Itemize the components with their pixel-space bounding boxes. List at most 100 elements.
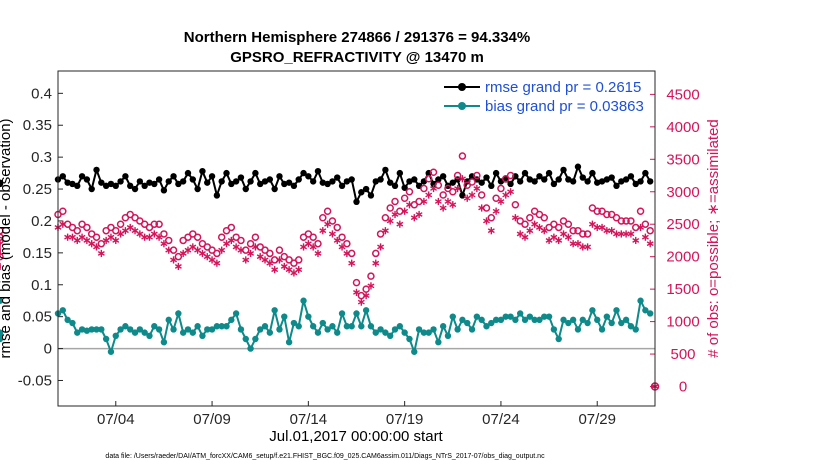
rmse-point: [632, 180, 639, 188]
series-0: [0, 163, 654, 206]
assimilated-obs-point: [372, 259, 380, 267]
assimilated-obs-stroke: [203, 254, 211, 260]
possible-obs-point: [617, 217, 626, 225]
assimilated-obs-stroke: [449, 202, 457, 208]
bias-point: [223, 323, 230, 330]
bias-point: [179, 329, 187, 336]
possible-obs-point: [521, 220, 529, 228]
rmse-point: [579, 174, 586, 181]
assimilated-obs-point: [314, 249, 322, 258]
legend-rmse-marker: [458, 83, 466, 91]
rmse-point: [492, 169, 500, 177]
rmse-point: [64, 179, 71, 186]
rmse-point: [232, 178, 240, 185]
bias-point: [160, 338, 168, 346]
y2-axis-ticks: 4500 4000 3500 3000 2500 2000 1500 1000 500 0: [650, 71, 700, 406]
possible-obs-point: [583, 230, 592, 238]
bias-point: [401, 329, 408, 336]
possible-obs-point: [526, 213, 534, 222]
assimilated-obs-stroke: [333, 238, 341, 243]
rmse-point: [618, 178, 625, 185]
assimilated-obs-point: [237, 246, 245, 254]
assimilated-obs-stroke: [107, 234, 115, 240]
bias-point: [208, 326, 216, 333]
assimilated-obs-stroke: [68, 234, 76, 240]
bias-point: [362, 307, 370, 314]
x-tick-label: 07/14: [290, 411, 328, 428]
legend-bias-label: bias grand pr = 0.03863: [485, 98, 644, 115]
possible-obs-point: [328, 217, 337, 225]
bias-point: [435, 338, 442, 346]
rmse-point: [598, 178, 606, 185]
rmse-point: [396, 169, 404, 177]
possible-obs-point: [627, 217, 635, 225]
assimilated-obs-point: [425, 191, 433, 199]
assimilated-obs-point: [401, 207, 409, 215]
possible-obs-point: [477, 191, 486, 199]
bias-point: [584, 319, 591, 327]
rmse-point: [637, 178, 644, 185]
assimilated-obs-stroke: [237, 247, 245, 253]
y-tick-label: -0.05: [18, 372, 52, 389]
assimilated-obs-point: [521, 233, 529, 241]
bias-point: [218, 323, 225, 330]
rmse-point: [367, 192, 375, 199]
bias-point: [237, 326, 245, 333]
assimilated-obs-stroke: [174, 264, 182, 269]
rmse-point: [358, 189, 365, 196]
x-tick-label: 07/29: [578, 411, 616, 428]
y2-tick-label: 500: [670, 346, 695, 363]
rmse-point: [218, 178, 225, 185]
assimilated-obs-stroke: [584, 244, 592, 250]
assimilated-obs-point: [526, 227, 534, 235]
y2-tick-label: 3500: [666, 151, 699, 168]
assimilated-obs-stroke: [492, 208, 500, 214]
bias-point: [449, 313, 456, 320]
rmse-point: [584, 178, 591, 185]
assimilated-obs-stroke: [213, 260, 221, 266]
assimilated-obs-stroke: [295, 267, 303, 273]
possible-obs-point: [116, 220, 125, 228]
bias-point: [358, 323, 365, 330]
rmse-point: [165, 178, 172, 185]
rmse-point: [435, 176, 442, 183]
bias-point: [305, 313, 312, 320]
rmse-point: [146, 179, 153, 186]
possible-obs-point: [564, 220, 573, 228]
possible-obs-point: [482, 204, 491, 212]
possible-obs-point: [569, 226, 577, 235]
assimilated-obs-point: [632, 236, 640, 245]
rmse-point: [589, 169, 596, 177]
rmse-point: [646, 178, 654, 185]
bias-point: [459, 316, 466, 324]
bias-point: [309, 323, 317, 330]
assimilated-obs-stroke: [218, 247, 226, 253]
bias-point: [228, 316, 235, 324]
bias-point: [194, 323, 201, 330]
assimilated-obs-stroke: [430, 186, 437, 191]
rmse-point: [295, 176, 302, 183]
possible-obs-point: [579, 230, 587, 238]
possible-obs-point: [593, 207, 601, 215]
rmse-point: [574, 163, 582, 170]
assimilated-obs-point: [170, 256, 178, 264]
assimilated-obs-point: [309, 243, 317, 251]
rmse-point: [391, 182, 399, 190]
bias-point: [377, 326, 384, 333]
assimilated-obs-point: [276, 256, 283, 264]
bias-point: [213, 323, 221, 330]
chart-subtitle: GPSRO_REFRACTIVITY @ 13470 m: [230, 49, 484, 66]
assimilated-obs-point: [454, 184, 462, 193]
bias-point: [329, 323, 336, 330]
bias-point: [372, 329, 379, 336]
bias-point: [483, 323, 490, 330]
assimilated-obs-stroke: [319, 228, 327, 234]
bias-point: [338, 310, 346, 317]
bias-point: [531, 316, 538, 324]
bias-point: [189, 329, 197, 336]
assimilated-obs-stroke: [165, 247, 173, 253]
bias-point: [295, 323, 302, 330]
bias-point: [155, 326, 163, 333]
bias-point: [632, 326, 639, 333]
rmse-point: [305, 173, 312, 180]
